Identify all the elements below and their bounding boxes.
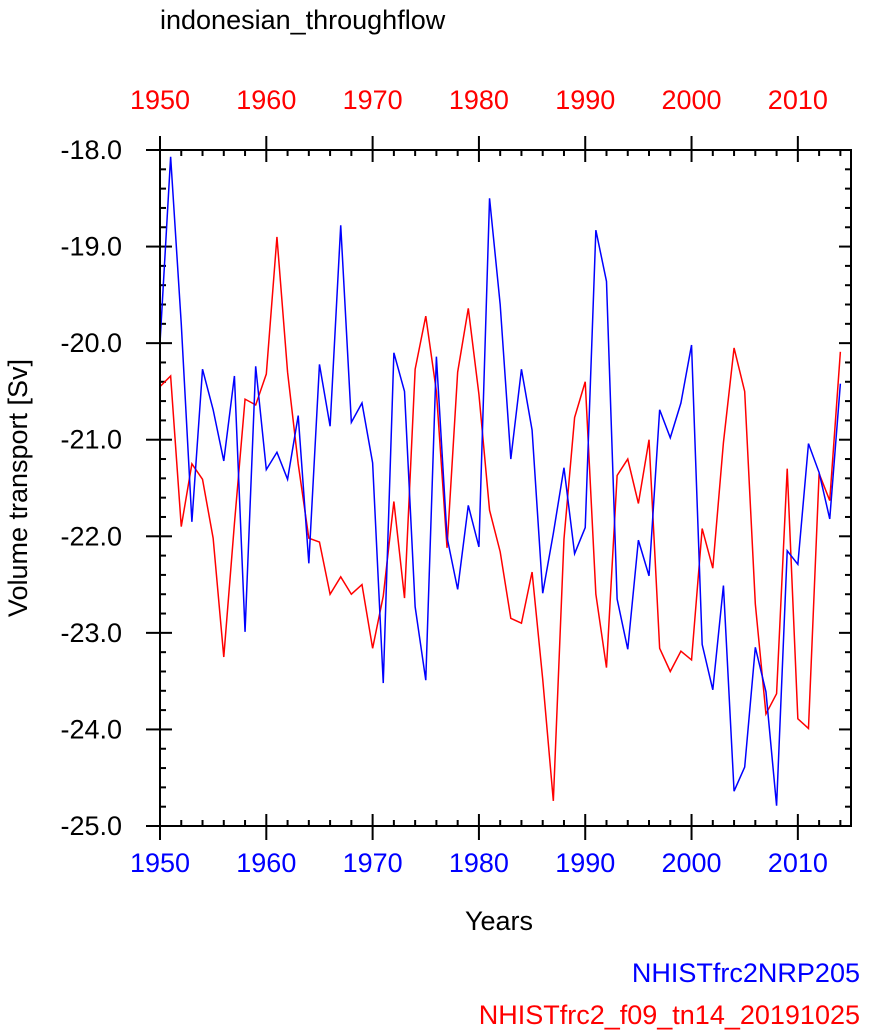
y-tick-label: -23.0 [60,618,122,648]
top-x-axis: 1950 1960 1970 1980 1990 2000 2010 [130,85,842,162]
x-axis-label: Years [465,906,533,936]
x-tick-label-top: 1970 [343,85,403,115]
left-y-axis: -18.0 -19.0 -20.0 -21.0 -22.0 -23.0 -24.0 -25.0 [60,135,172,841]
series-line-red [159,236,842,801]
x-tick-label-bottom: 2010 [768,848,828,878]
x-tick-label-bottom: 1950 [130,848,190,878]
x-tick-label-top: 2000 [661,85,721,115]
x-tick-label-bottom: 1970 [343,848,403,878]
x-tick-label-top: 1960 [236,85,296,115]
y-tick-label: -22.0 [60,521,122,551]
chart-title: indonesian_throughflow [160,5,446,35]
x-tick-label-top: 1990 [555,85,615,115]
x-tick-label-bottom: 1960 [236,848,296,878]
legend-label-red: NHISTfrc2_f09_tn14_20191025 [479,1000,860,1030]
y-tick-label: -18.0 [60,135,122,165]
series-line-blue [159,156,842,806]
plot-frame [159,149,852,827]
x-tick-label-bottom: 2000 [661,848,721,878]
y-tick-label: -21.0 [60,425,122,455]
legend-label-blue: NHISTfrc2NRP205 [632,958,860,988]
bottom-x-axis: 1950 1960 1970 1980 1990 2000 2010 [130,814,842,878]
right-y-axis [839,149,851,827]
x-tick-label-top: 1950 [130,85,190,115]
x-tick-label-top: 2010 [768,85,828,115]
y-tick-label: -24.0 [60,714,122,744]
x-tick-label-bottom: 1980 [449,848,509,878]
y-tick-label: -25.0 [60,811,122,841]
x-tick-label-top: 1980 [449,85,509,115]
x-tick-label-bottom: 1990 [555,848,615,878]
y-tick-label: -20.0 [60,328,122,358]
y-tick-label: -19.0 [60,232,122,262]
series-layer [159,156,842,806]
y-axis-label: Volume transport [Sv] [3,359,33,617]
